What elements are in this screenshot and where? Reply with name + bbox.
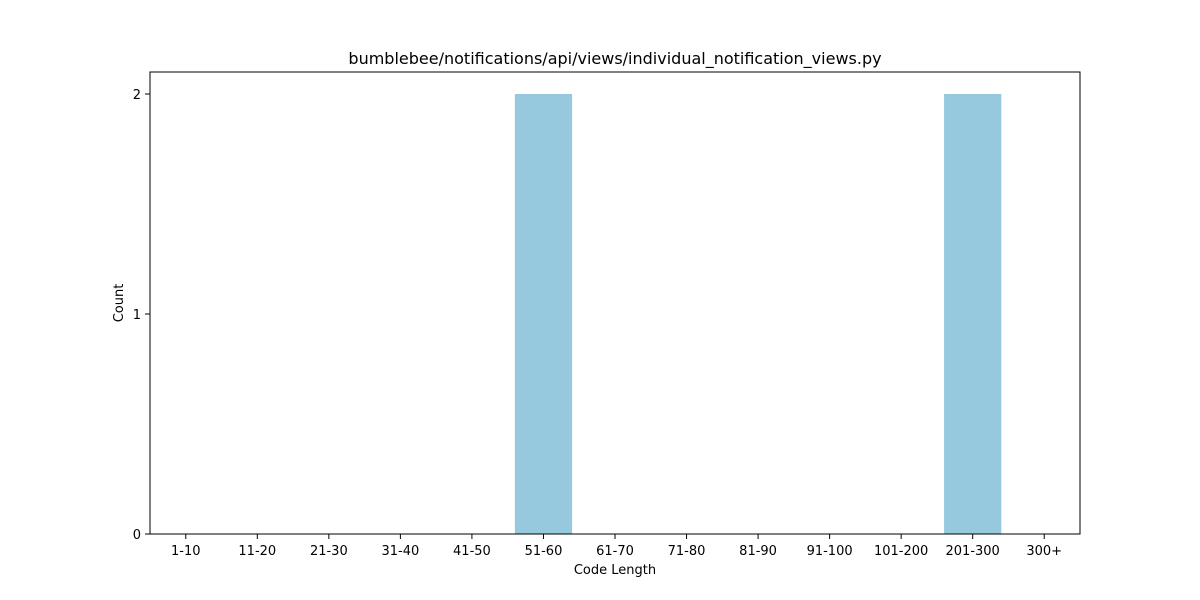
x-tick-label: 51-60: [525, 544, 563, 559]
bars-group: [514, 94, 1002, 534]
x-tick-label: 21-30: [310, 544, 348, 559]
x-tick-label: 11-20: [238, 544, 276, 559]
x-tick-label: 41-50: [453, 544, 491, 559]
bar-201-300: [944, 94, 1002, 534]
x-tick-label: 201-300: [946, 544, 1000, 559]
x-axis-title: Code Length: [574, 563, 656, 578]
x-tick-label: 71-80: [668, 544, 706, 559]
y-axis-ticks: 0 1 2: [133, 88, 150, 543]
x-tick-label: 1-10: [171, 544, 201, 559]
chart-title: bumblebee/notifications/api/views/indivi…: [348, 49, 881, 69]
x-tick-label: 91-100: [807, 544, 853, 559]
bar-51-60: [514, 94, 573, 534]
y-tick-label: 0: [133, 528, 141, 543]
y-tick-label: 2: [133, 88, 141, 103]
y-axis-title: Count: [112, 284, 127, 323]
plot-frame: [149, 71, 1081, 535]
x-tick-label: 300+: [1026, 544, 1062, 559]
y-tick-label: 1: [133, 308, 141, 323]
x-tick-label: 101-200: [874, 544, 928, 559]
x-axis-ticks: 1-10 11-20 21-30 31-40 41-50 51-60 61-70 71-80 8…: [171, 534, 1062, 559]
x-tick-label: 81-90: [739, 544, 777, 559]
x-tick-label: 31-40: [381, 544, 419, 559]
x-tick-label: 61-70: [596, 544, 634, 559]
